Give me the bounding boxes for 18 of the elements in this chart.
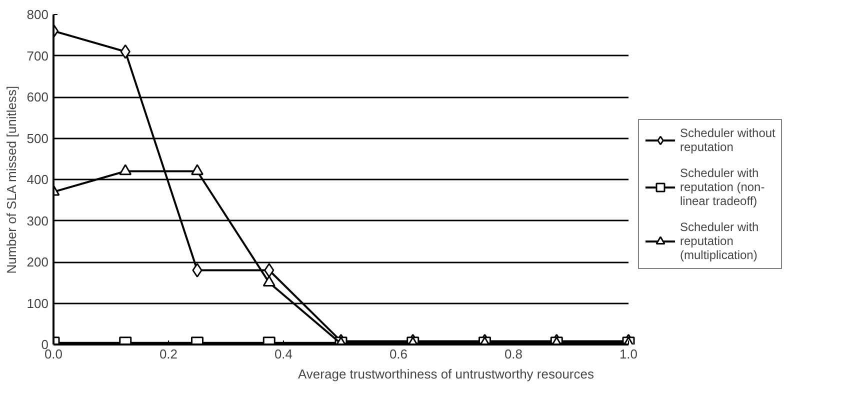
y-tick-label: 500 [26,130,49,146]
y-tick-label: 700 [26,48,49,64]
y-tick-label: 600 [26,90,49,104]
x-tick-label: 1.0 [619,346,638,362]
y-tick-label: 200 [26,254,49,270]
legend-label: Scheduler with reputation (non-linear tradeoff) [680,166,765,208]
y-axis-title: Number of SLA missed [unitless] [4,86,19,274]
legend-label: Scheduler with reputation (multiplication) [680,220,759,262]
x-tick-label: 0.6 [389,346,408,362]
x-tick-label: 0.8 [504,346,523,362]
y-tick-label: 400 [26,172,49,187]
x-tick-label: 0.2 [159,346,178,362]
y-tick-label: 800 [26,7,49,22]
y-tick-label: 300 [26,213,49,228]
legend-label: Scheduler without reputation [680,126,776,154]
x-tick-label: 0.4 [274,346,293,362]
y-tick-label: 100 [26,296,49,311]
x-axis-title: Average trustworthiness of untrustworthy resources [298,366,594,382]
